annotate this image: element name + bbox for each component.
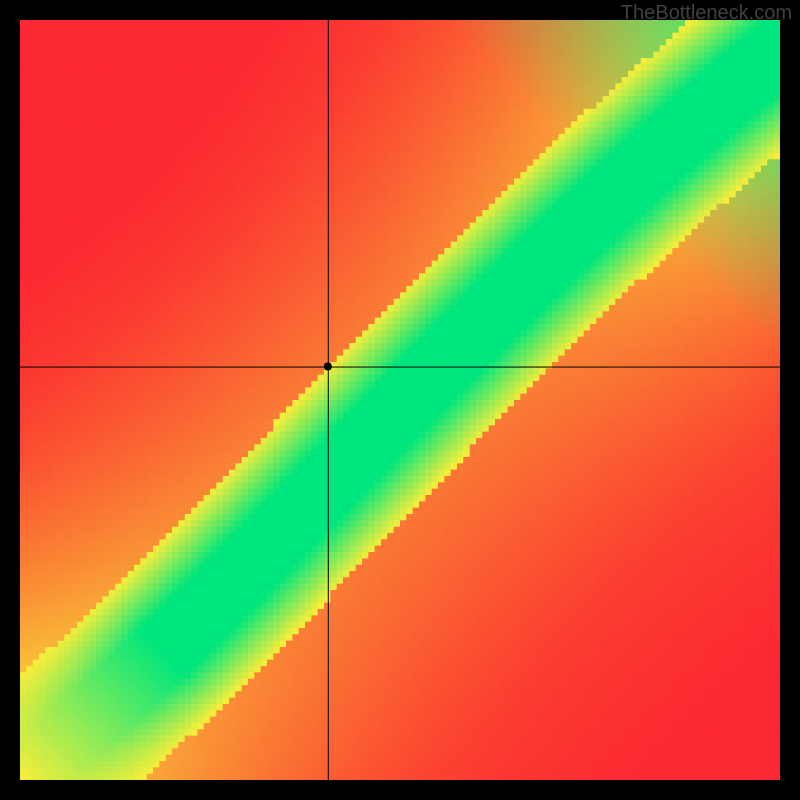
watermark-text: TheBottleneck.com — [621, 2, 792, 25]
bottleneck-heatmap — [0, 0, 800, 800]
chart-container: TheBottleneck.com — [0, 0, 800, 800]
